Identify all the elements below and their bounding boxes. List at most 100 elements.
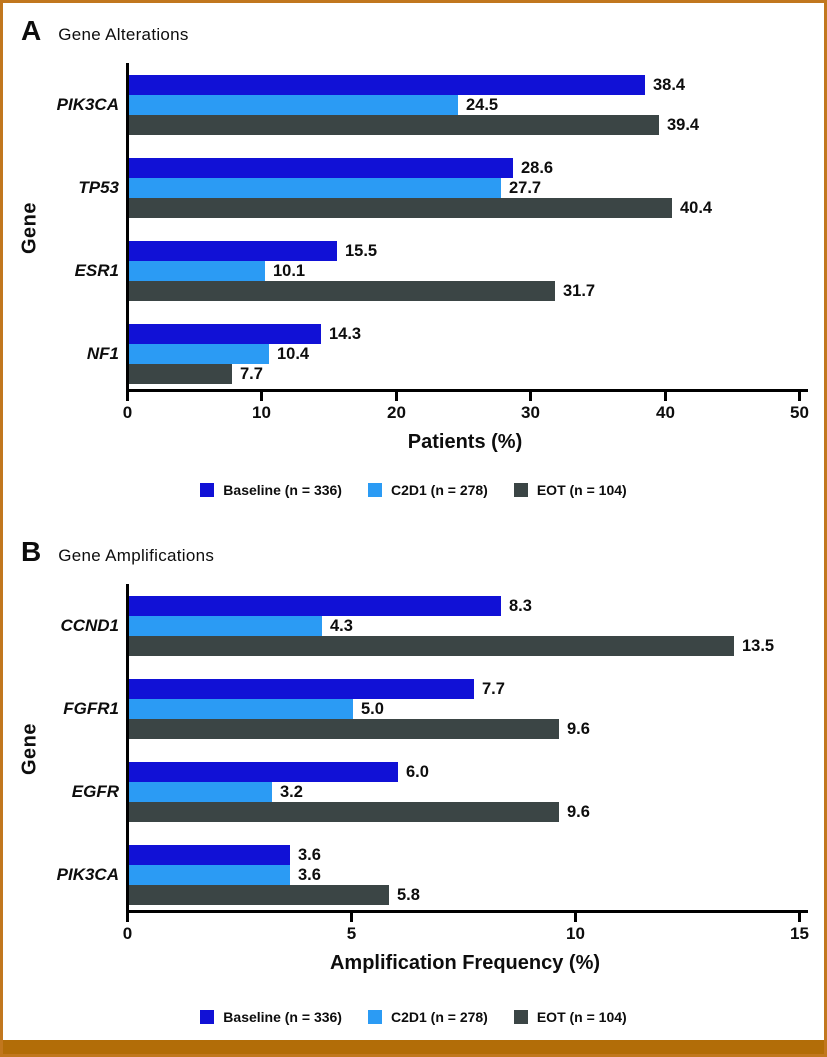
bar-value-label: 31.7 <box>563 282 596 300</box>
panel-a-letter: A <box>21 15 42 46</box>
axis-tick <box>798 392 801 401</box>
x-axis-title: Patients (%) <box>407 431 523 453</box>
category-label: ESR1 <box>74 261 119 280</box>
axis-tick-label: 40 <box>656 403 675 422</box>
legend-label: EOT (n = 104) <box>536 1009 627 1025</box>
x-axis-line <box>126 910 808 913</box>
category-label: TP53 <box>78 178 119 197</box>
axis-tick-label: 10 <box>566 924 585 943</box>
legend-swatch <box>513 1010 528 1024</box>
panel-gene-alterations: A Gene Alterations Gene PIK3CA 38.4 24.5 39… <box>3 3 824 499</box>
legend-item: EOT (n = 104) <box>513 482 627 498</box>
legend-label: EOT (n = 104) <box>536 482 627 498</box>
bar <box>129 344 269 364</box>
x-axis-title: Amplification Frequency (%) <box>329 952 601 974</box>
panel-a-title: Gene Alterations <box>58 25 189 44</box>
panel-b-letter: B <box>21 536 42 567</box>
legend-label: C2D1 (n = 278) <box>390 482 488 498</box>
legend-b: Baseline (n = 336) C2D1 (n = 278) EOT (n =… <box>3 1009 824 1025</box>
bar <box>129 762 398 782</box>
bar-value-label: 15.5 <box>345 242 378 260</box>
legend-a: Baseline (n = 336) C2D1 (n = 278) EOT (n =… <box>3 482 824 498</box>
bar <box>129 324 321 344</box>
axis-tick <box>798 913 801 922</box>
bar-value-label: 24.5 <box>466 96 499 114</box>
axis-tick-label: 5 <box>346 924 357 943</box>
axis-tick <box>350 913 353 922</box>
chart-plot-b: Gene CCND1 8.3 4.3 13.5 FGFR1 7.7 5.0 9.6 EGFR 6.… <box>3 584 824 913</box>
bar <box>129 719 559 739</box>
x-axis-ticks-b: 0 5 10 15 <box>3 913 824 949</box>
legend-label: Baseline (n = 336) <box>223 482 342 498</box>
bar <box>129 178 501 198</box>
legend-swatch <box>200 1010 215 1024</box>
axis-tick-label: 15 <box>790 924 809 943</box>
bar-value-label: 10.1 <box>273 262 306 280</box>
axis-tick-label: 30 <box>521 403 540 422</box>
y-axis-line <box>126 63 129 390</box>
category-label: PIK3CA <box>56 865 119 884</box>
category-label: CCND1 <box>60 616 119 635</box>
bottom-accent-bar <box>3 1040 824 1054</box>
bar <box>129 364 232 384</box>
bar <box>129 596 501 616</box>
panel-b-title: Gene Amplifications <box>58 546 215 565</box>
bar-value-label: 10.4 <box>277 345 310 363</box>
legend-swatch <box>513 483 528 497</box>
chart-plot-a: Gene PIK3CA 38.4 24.5 39.4 TP53 28.6 27.7 40.4 E… <box>3 63 824 392</box>
bar <box>129 802 559 822</box>
axis-tick-label: 50 <box>790 403 809 422</box>
legend-item: Baseline (n = 336) <box>200 482 342 498</box>
axis-tick-label: 0 <box>122 924 133 943</box>
bar <box>129 241 337 261</box>
legend-label: Baseline (n = 336) <box>223 1009 342 1025</box>
bar-value-label: 27.7 <box>509 179 542 197</box>
bar-value-label: 28.6 <box>521 159 554 177</box>
panel-a-header: A Gene Alterations <box>3 3 824 45</box>
panel-gene-amplifications: B Gene Amplifications Gene CCND1 8.3 4.3 13… <box>3 498 824 1026</box>
axis-tick <box>529 392 532 401</box>
bar-value-label: 39.4 <box>667 116 700 134</box>
bar-value-label: 40.4 <box>680 199 713 217</box>
bar-value-label: 5.8 <box>397 886 420 904</box>
bar-value-label: 9.6 <box>567 803 590 821</box>
legend-label: C2D1 (n = 278) <box>390 1009 488 1025</box>
legend-item: EOT (n = 104) <box>513 1009 627 1025</box>
axis-tick <box>574 913 577 922</box>
bar <box>129 885 389 905</box>
category-label: EGFR <box>71 782 119 801</box>
bar-value-label: 4.3 <box>330 617 353 635</box>
axis-tick <box>664 392 667 401</box>
bar-value-label: 3.2 <box>280 783 303 801</box>
bar <box>129 699 353 719</box>
x-axis-line <box>126 389 808 392</box>
bar <box>129 158 513 178</box>
bar-value-label: 7.7 <box>482 680 505 698</box>
axis-tick <box>126 392 129 401</box>
bar <box>129 261 265 281</box>
y-axis-label: Gene <box>18 722 41 775</box>
y-axis-label: Gene <box>18 201 41 254</box>
bar-value-label: 7.7 <box>240 365 263 383</box>
bar <box>129 679 474 699</box>
bar-value-label: 6.0 <box>406 763 429 781</box>
legend-swatch <box>200 483 215 497</box>
bar-value-label: 3.6 <box>298 866 321 884</box>
category-label: PIK3CA <box>56 95 119 114</box>
axis-tick <box>260 392 263 401</box>
axis-tick <box>126 913 129 922</box>
bar <box>129 845 290 865</box>
bar <box>129 782 272 802</box>
bar-value-label: 3.6 <box>298 846 321 864</box>
bar-value-label: 8.3 <box>509 597 532 615</box>
bar <box>129 115 659 135</box>
legend-swatch <box>367 483 382 497</box>
bar <box>129 636 734 656</box>
legend-item: Baseline (n = 336) <box>200 1009 342 1025</box>
panel-b-header: B Gene Amplifications <box>3 498 824 566</box>
legend-item: C2D1 (n = 278) <box>367 482 488 498</box>
axis-tick <box>395 392 398 401</box>
axis-tick-label: 0 <box>122 403 133 422</box>
legend-item: C2D1 (n = 278) <box>367 1009 488 1025</box>
bar-value-label: 9.6 <box>567 720 590 738</box>
